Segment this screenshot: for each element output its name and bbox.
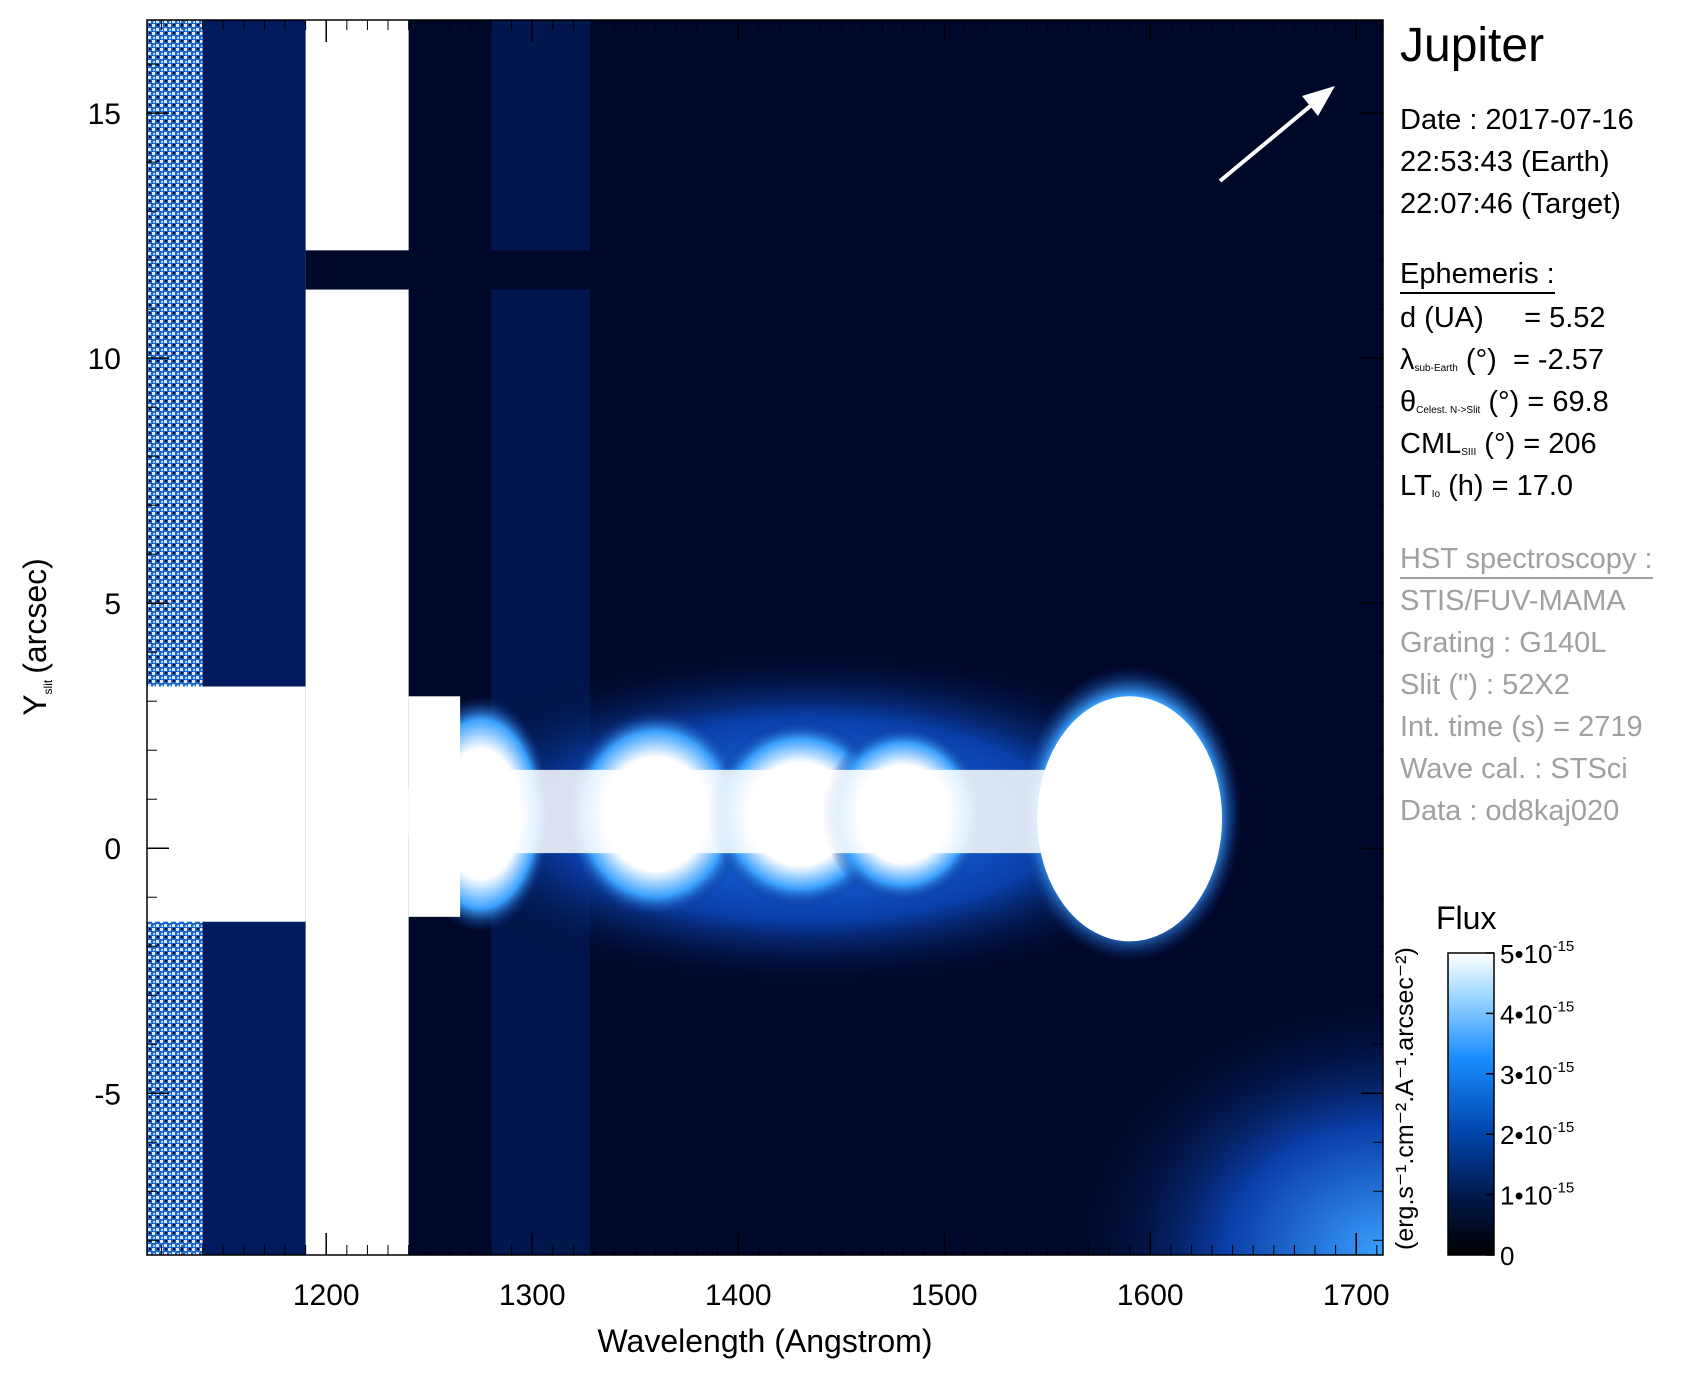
faint-column — [491, 20, 590, 1255]
x-tick-label: 1400 — [705, 1279, 772, 1312]
y-axis-label-main: Y — [17, 694, 53, 715]
svg-text:Yslit(arcsec): Yslit (arcsec) — [17, 558, 55, 716]
y-axis: 15 10 5 0 -5 — [88, 63, 1383, 1241]
colorbar-tick-label: 3•10-15 — [1500, 1059, 1574, 1090]
colorbar-tick-label: 2•10-15 — [1500, 1119, 1574, 1150]
dark-blue-column — [202, 20, 306, 1255]
x-tick-label: 1200 — [293, 1279, 360, 1312]
slit-bar — [305, 250, 595, 290]
ephemeris-slit-angle: θCelest. N->Slit (°) = 69.8 — [1400, 386, 1609, 418]
colorbar-tick-label: 0 — [1500, 1241, 1514, 1271]
observation-date: Date : 2017-07-16 — [1400, 104, 1634, 136]
left-bright-region — [147, 686, 306, 922]
x-axis: 1200 1300 1400 1500 1600 1700 — [160, 20, 1390, 1312]
lyman-alpha-column — [305, 20, 409, 1255]
x-tick-label: 1500 — [911, 1279, 978, 1312]
target-name: Jupiter — [1400, 19, 1545, 72]
hst-instrument: STIS/FUV-MAMA — [1400, 585, 1626, 617]
noisy-edge-strip — [147, 20, 203, 1255]
x-tick-label: 1300 — [499, 1279, 566, 1312]
ephemeris-io-local-time: LTIo (h) = 17.0 — [1400, 470, 1574, 502]
post-lyman-bright — [408, 696, 461, 917]
hst-integration-time: Int. time (s) = 2719 — [1400, 711, 1643, 743]
plot-frame — [146, 19, 1384, 1256]
spectral-features — [147, 20, 1383, 1255]
colorbar-ticks: 0 1•10-15 2•10-15 3•10-15 4•10-15 5•10-15 — [1486, 938, 1574, 1271]
y-tick-label: 5 — [104, 588, 121, 621]
colorbar-title: Flux — [1436, 900, 1497, 936]
ephemeris-cml: CMLSIII (°) = 206 — [1400, 428, 1597, 460]
corner-glow — [1067, 995, 1383, 1255]
hst-slit: Slit (") : 52X2 — [1400, 669, 1570, 701]
colorbar-tick-label: 1•10-15 — [1500, 1180, 1574, 1211]
colorbar-unit-label: (erg.s⁻¹.cm⁻².A⁻¹.arcsec⁻²) — [1391, 947, 1419, 1250]
hst-wave-calibration: Wave cal. : STSci — [1400, 753, 1628, 785]
time-target: 22:07:46 (Target) — [1400, 188, 1621, 220]
ephemeris-title: Ephemeris : — [1400, 258, 1555, 294]
y-axis-label: Yslit (arcsec) — [17, 558, 55, 716]
y-tick-label: 15 — [88, 98, 121, 131]
y-tick-label: 10 — [88, 343, 121, 376]
y-axis-label-sub: slit — [41, 679, 55, 694]
time-earth: 22:53:43 (Earth) — [1400, 146, 1610, 178]
y-tick-label: 0 — [104, 833, 121, 866]
x-axis-label: Wavelength (Angstrom) — [598, 1323, 933, 1359]
y-tick-label: -5 — [94, 1078, 121, 1111]
bright-band — [1037, 696, 1223, 942]
colorbar-tick-label: 4•10-15 — [1500, 998, 1574, 1029]
colorbar-tick-label: 5•10-15 — [1500, 938, 1574, 969]
hst-title: HST spectroscopy : — [1400, 543, 1653, 579]
hst-grating: Grating : G140L — [1400, 627, 1607, 659]
colorbar — [1447, 952, 1495, 1256]
hst-dataset: Data : od8kaj020 — [1400, 795, 1620, 827]
plot-area — [147, 20, 1383, 1255]
y-axis-label-unit: (arcsec) — [17, 558, 53, 674]
ephemeris-sub-earth-latitude: λsub-Earth (°) = -2.57 — [1400, 344, 1605, 376]
x-tick-label: 1700 — [1323, 1279, 1390, 1312]
orientation-arrow — [1218, 86, 1335, 183]
disk-core — [408, 769, 1068, 854]
ephemeris-distance: d (UA) = 5.52 — [1400, 302, 1606, 334]
arrow-shaft — [1218, 96, 1322, 183]
arrow-head — [1302, 86, 1335, 116]
x-tick-label: 1600 — [1117, 1279, 1184, 1312]
